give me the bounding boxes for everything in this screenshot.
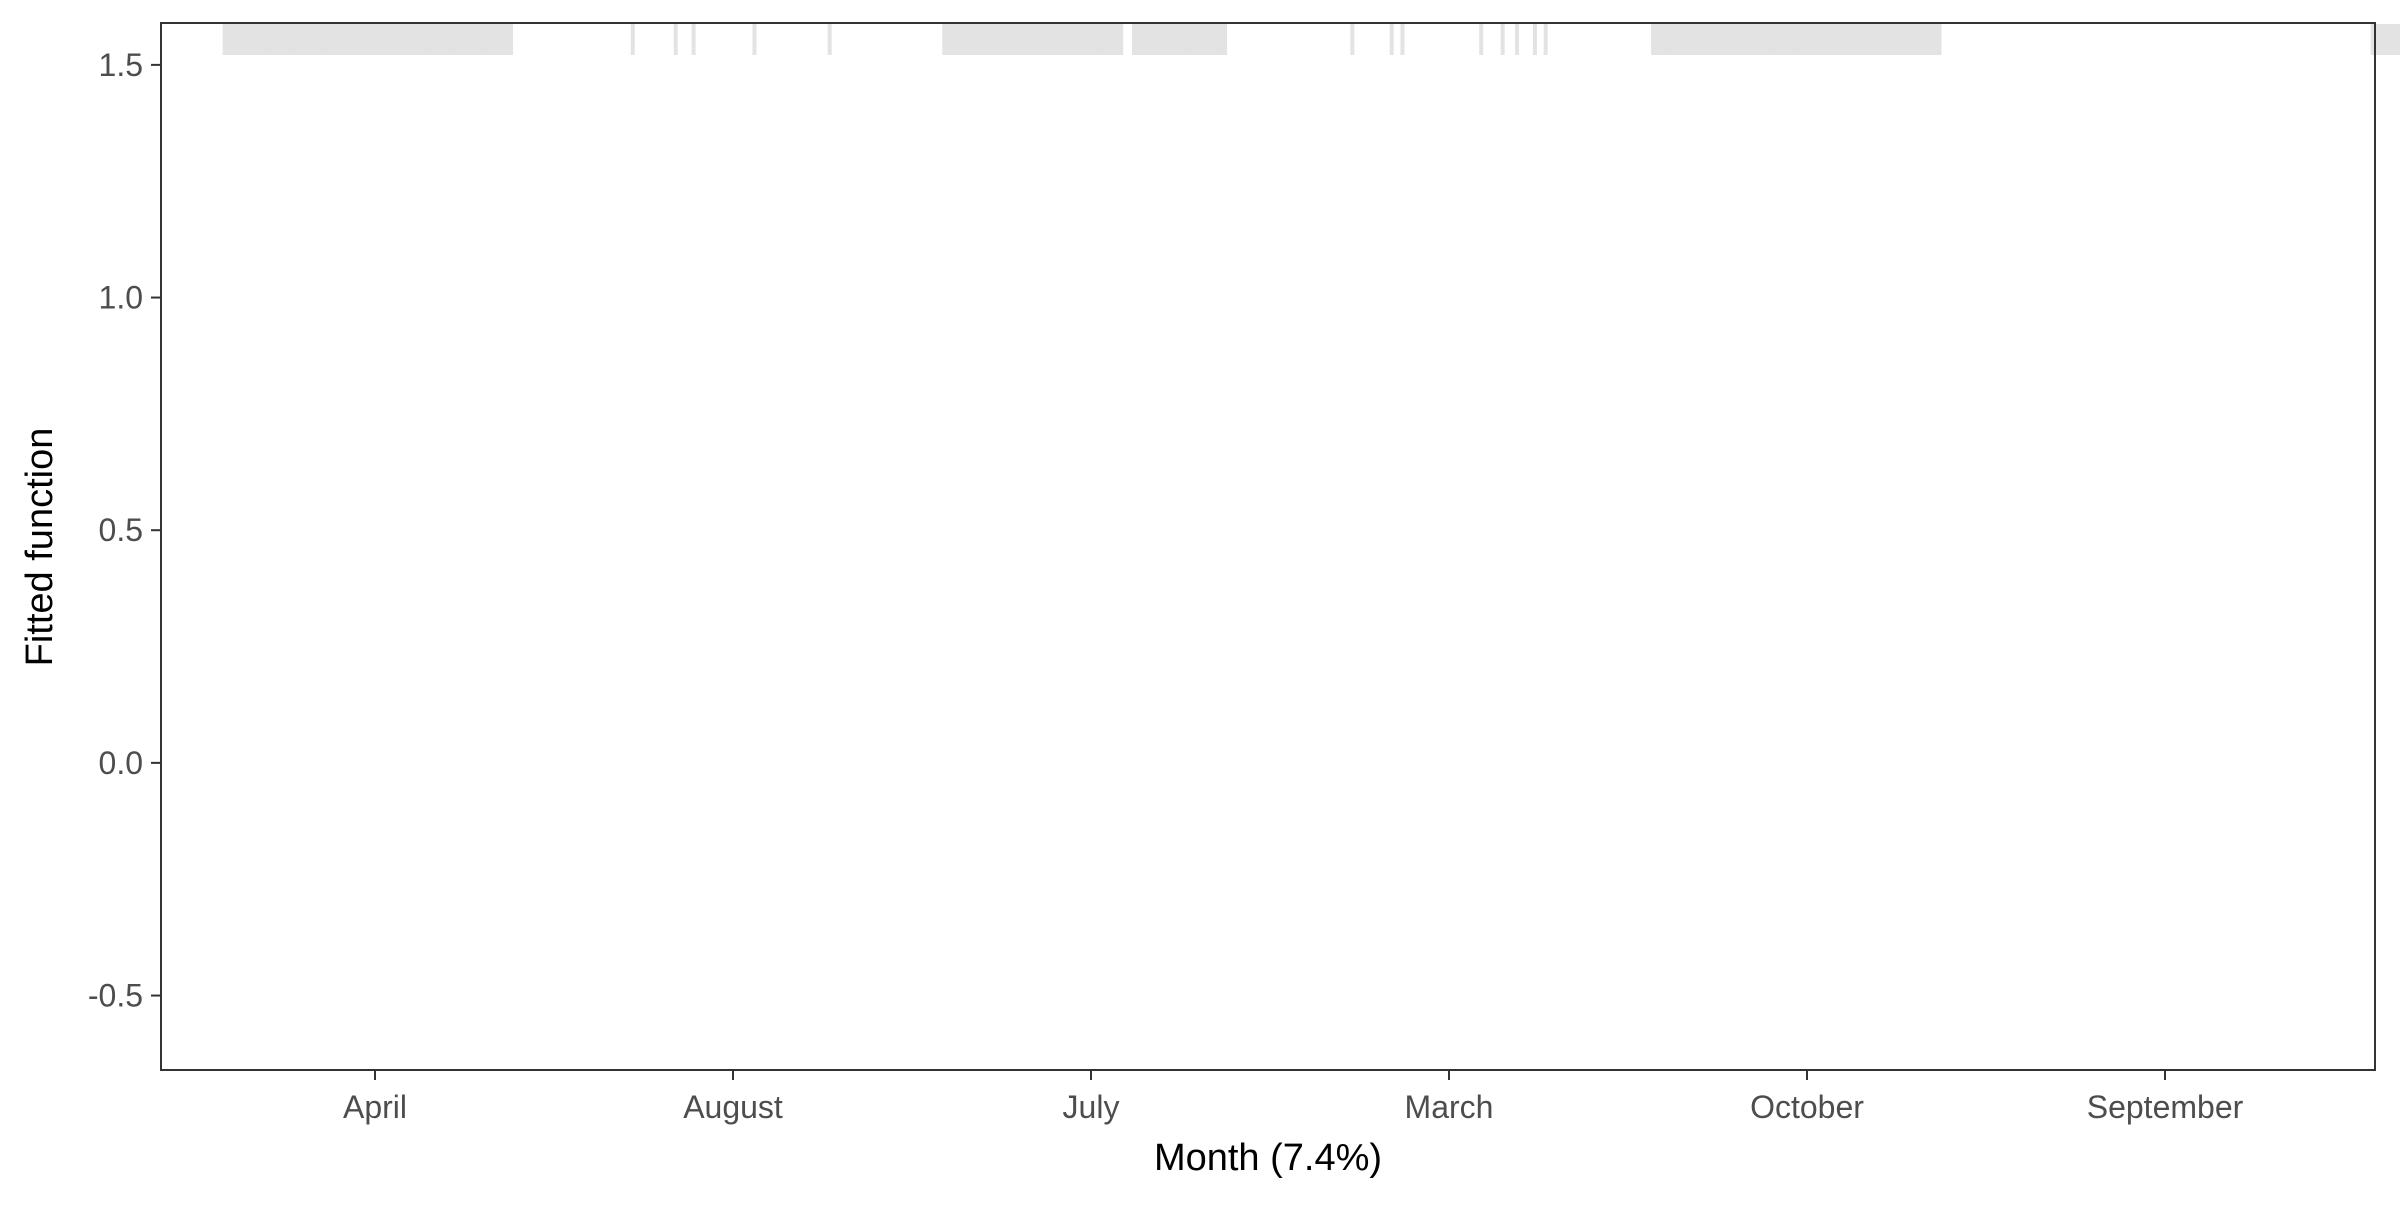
y-tick-label: 0.5: [99, 512, 143, 548]
x-axis-title: Month (7.4%): [1154, 1137, 1382, 1179]
y-tick-label: 1.5: [99, 47, 143, 83]
x-tick-label: July: [1063, 1089, 1120, 1125]
x-tick-label: March: [1405, 1089, 1494, 1125]
y-axis-title: Fitted function: [19, 428, 61, 667]
y-tick-label: 0.0: [99, 745, 143, 781]
x-tick-label: October: [1750, 1089, 1864, 1125]
x-tick-label: August: [683, 1089, 783, 1125]
y-axis: -0.5 0.0 0.5 1.0 1.5: [88, 47, 161, 1014]
plot-frame: [160, 22, 2376, 1071]
y-tick-label: -0.5: [88, 978, 143, 1014]
x-axis: April August July March October September: [343, 1070, 2244, 1125]
x-tick-label: September: [2087, 1089, 2244, 1125]
y-tick-label: 1.0: [99, 280, 143, 316]
rug-layer: [222, 24, 2400, 55]
x-tick-label: April: [343, 1089, 407, 1125]
